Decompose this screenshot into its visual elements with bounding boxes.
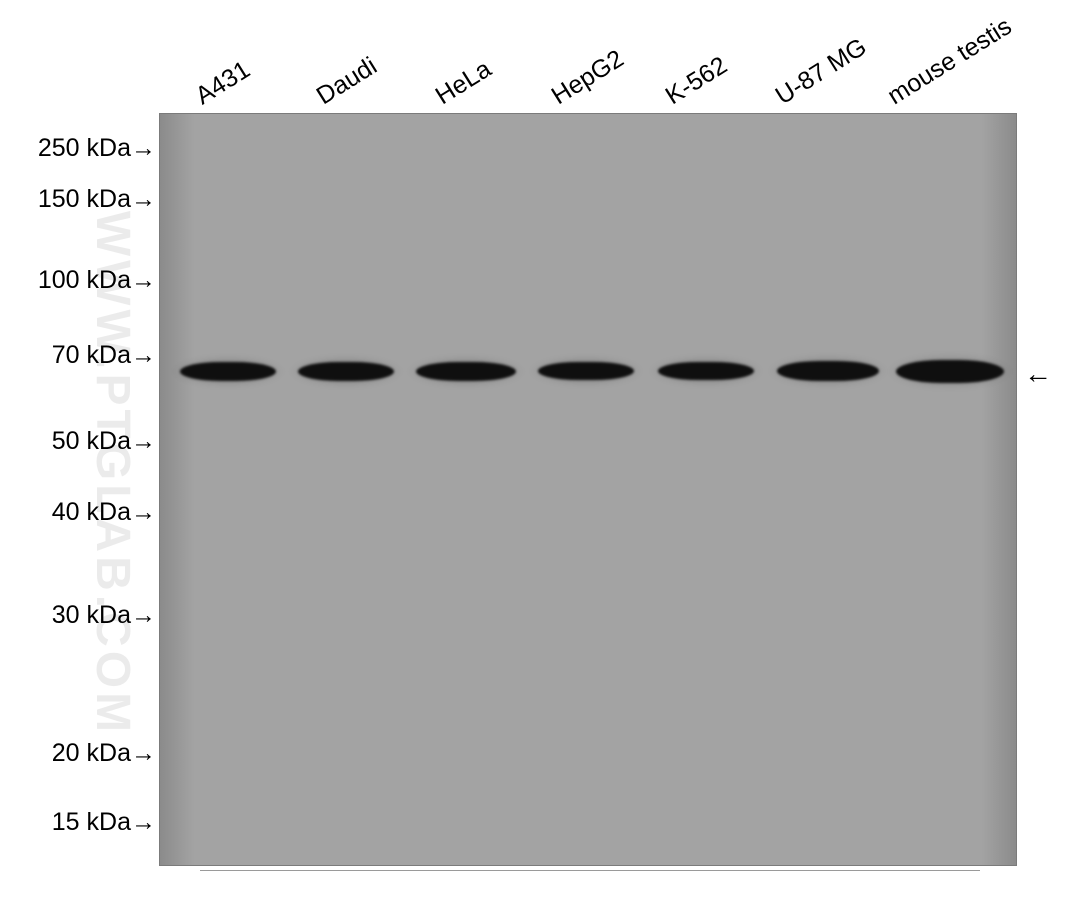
mw-marker-label: 30 kDa→ [0,601,156,630]
lane-label: A431 [191,55,256,111]
mw-marker-label: 100 kDa→ [0,266,156,295]
protein-band [658,362,754,380]
figure-root: WWW.PTGLAB.COM A431DaudiHeLaHepG2K-562U-… [0,0,1070,903]
blot-membrane [159,113,1017,866]
mw-marker-label: 70 kDa→ [0,341,156,370]
lane-label: U-87 MG [771,33,872,111]
protein-band [416,362,516,381]
lane-label: mouse testis [883,12,1017,111]
lane-label: Daudi [312,52,383,111]
lane-label: HeLa [431,55,497,111]
lane-label: HepG2 [547,44,630,111]
protein-band [298,362,394,381]
mw-marker-label: 40 kDa→ [0,498,156,527]
mw-marker-label: 150 kDa→ [0,185,156,214]
protein-band [180,362,276,381]
bottom-rule [200,870,980,871]
mw-marker-label: 15 kDa→ [0,808,156,837]
mw-marker-label: 250 kDa→ [0,134,156,163]
target-band-arrow: ← [1024,358,1052,390]
mw-marker-label: 20 kDa→ [0,739,156,768]
protein-band [538,362,634,380]
mw-marker-label: 50 kDa→ [0,427,156,456]
protein-band [896,360,1004,383]
lane-label: K-562 [661,51,733,111]
protein-band [777,361,879,381]
